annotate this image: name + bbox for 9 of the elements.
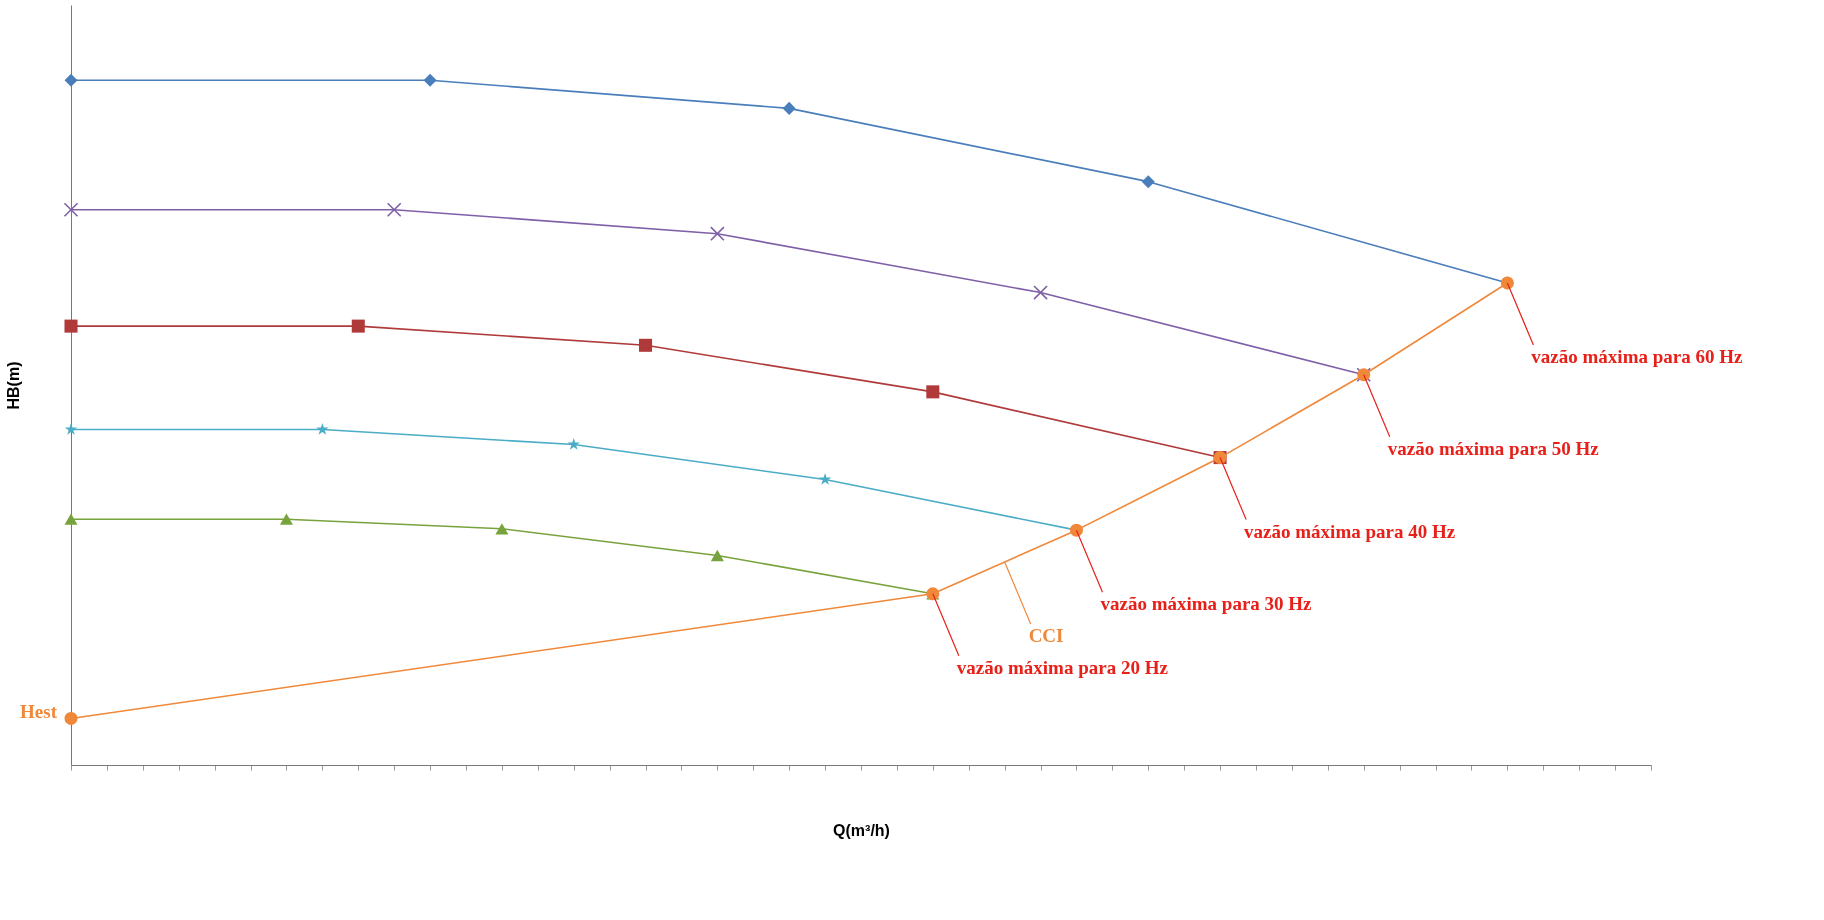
- text: Hest: [20, 701, 58, 723]
- annotation: vazão máxima para 60 Hz: [1531, 345, 1744, 367]
- annotation: vazão máxima para 50 Hz: [1387, 437, 1600, 459]
- annotation: vazão máxima para 30 Hz: [1100, 593, 1313, 615]
- y-axis-title: HB(m): [4, 361, 22, 410]
- annotation: vazão máxima para 40 Hz: [1244, 520, 1456, 542]
- x-axis-title: Q(m³/h): [833, 821, 890, 839]
- annotation: vazão máxima para 20 Hz: [956, 656, 1169, 678]
- annotation: CCI: [1028, 624, 1064, 646]
